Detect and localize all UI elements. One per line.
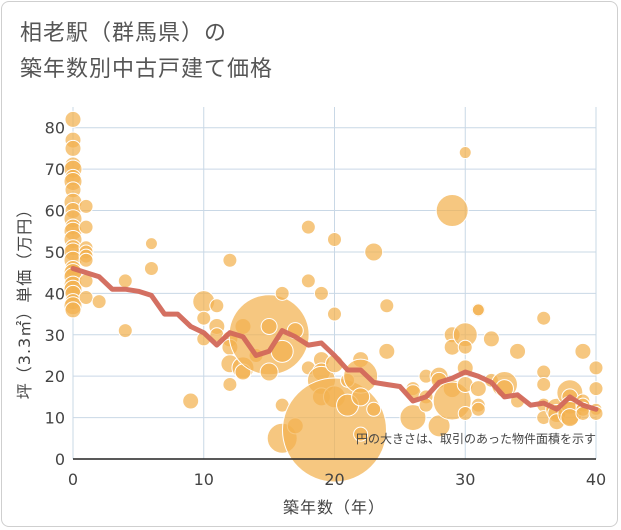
y-tick-label-0: 0	[55, 450, 65, 469]
bubble-point-112	[482, 330, 500, 348]
x-tick-label-20: 20	[324, 470, 344, 489]
bubble-point-83	[364, 242, 384, 262]
bubble-point-118	[536, 310, 552, 326]
bubble-point-43	[209, 298, 225, 314]
bubble-point-89	[399, 404, 427, 432]
bubble-point-39	[182, 392, 200, 410]
x-tick-label-10: 10	[194, 470, 214, 489]
y-tick-label-50: 50	[45, 243, 65, 262]
y-tick-labels: 0 10 20 30 40 50 60 70 80	[45, 119, 65, 469]
bubble-point-86	[378, 342, 396, 360]
bubble-point-103	[457, 339, 473, 355]
bubble-point-73	[327, 306, 342, 322]
bubble-point-25	[64, 301, 82, 319]
y-tick-label-20: 20	[45, 367, 65, 386]
bubble-point-56	[260, 317, 278, 335]
bubble-layer	[63, 110, 604, 483]
bubble-point-35	[117, 273, 133, 289]
bubble-point-34	[91, 294, 107, 310]
trend-line	[70, 266, 599, 412]
bubble-point-64	[300, 219, 316, 235]
bubble-point-41	[196, 310, 212, 326]
bubble-point-111	[470, 401, 486, 417]
bubble-point-85	[379, 298, 395, 314]
bubble-point-106	[457, 405, 473, 421]
bubble-point-31	[78, 252, 94, 268]
bubble-point-116	[509, 342, 527, 360]
bubble-point-96	[435, 194, 469, 228]
x-tick-label-40: 40	[586, 470, 606, 489]
bubble-point-76	[282, 377, 387, 483]
bubble-point-131	[574, 342, 592, 360]
bubble-point-72	[327, 232, 342, 248]
bubble-point-37	[144, 237, 158, 251]
title-line-1: 相老駅（群馬県）の	[20, 21, 228, 46]
y-tick-label-30: 30	[45, 326, 65, 345]
grid-lines	[72, 107, 597, 459]
bubble-point-26	[78, 198, 94, 214]
bubble-point-101	[458, 146, 472, 160]
y-tick-label-10: 10	[45, 409, 65, 428]
bubble-point-50	[222, 376, 238, 392]
bubble-size-note: 円の大きさは、取引のあった物件面積を示す	[356, 431, 596, 446]
bubble-point-109	[469, 380, 487, 398]
title-line-2: 築年数別中古戸建て価格	[20, 57, 274, 82]
bubble-point-46	[222, 252, 238, 268]
bubble-point-33	[78, 289, 94, 305]
x-tick-label-0: 0	[68, 470, 78, 489]
y-tick-label-60: 60	[45, 202, 65, 221]
bubble-point-82	[353, 426, 369, 442]
bubble-point-119	[536, 364, 552, 380]
bubble-point-58	[274, 285, 290, 301]
bubble-point-27	[78, 219, 94, 235]
bubble-point-38	[143, 261, 159, 277]
y-tick-label-80: 80	[45, 119, 65, 138]
bubble-point-57	[259, 362, 279, 382]
x-tick-label-30: 30	[455, 470, 475, 489]
y-axis-label: 坪（3.3㎡）単価（万円）	[15, 201, 34, 399]
x-axis-label: 築年数（年）	[283, 498, 385, 517]
chart-title: 相老駅（群馬県）の 築年数別中古戸建て価格	[20, 16, 273, 88]
bubble-point-36	[117, 323, 133, 339]
bubble-point-67	[313, 285, 329, 301]
bubble-point-81	[351, 387, 371, 407]
x-tick-labels: 0 10 20 30 40	[68, 470, 606, 489]
bubble-point-65	[300, 273, 316, 289]
y-tick-label-70: 70	[45, 160, 65, 179]
bubble-point-2	[64, 139, 82, 157]
y-tick-label-40: 40	[45, 284, 65, 303]
bubble-point-136	[588, 360, 604, 376]
bubble-point-108	[471, 303, 485, 317]
bubble-point-84	[366, 401, 382, 417]
bubble-point-120	[536, 376, 552, 392]
bubble-point-0	[64, 110, 82, 128]
bubble-point-137	[588, 381, 604, 397]
